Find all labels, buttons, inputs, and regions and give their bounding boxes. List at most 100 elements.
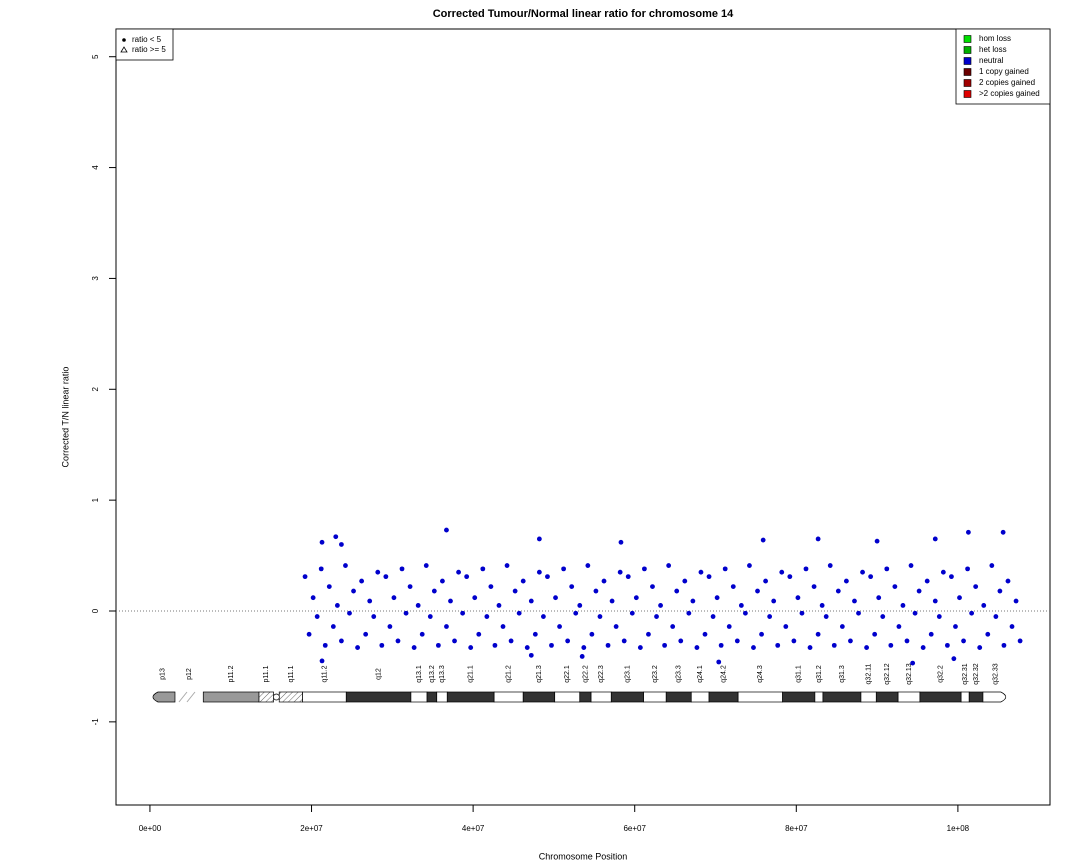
band-label: q22.1 — [564, 665, 571, 683]
centromere — [273, 693, 280, 701]
data-point — [843, 578, 849, 584]
x-axis-label: Chromosome Position — [539, 851, 628, 861]
band-label: q23.3 — [676, 665, 683, 683]
data-point — [738, 603, 744, 608]
legend-marker — [120, 46, 128, 53]
data-point — [577, 603, 583, 608]
legend-label: 1 copy gained — [979, 67, 1029, 76]
data-point — [706, 574, 712, 580]
data-point — [415, 603, 421, 608]
x-tick-label: 2e+07 — [300, 824, 323, 833]
data-point — [864, 645, 869, 650]
data-point — [306, 631, 312, 637]
ideogram-band — [860, 691, 877, 703]
legend-swatch — [963, 46, 972, 54]
legend-swatch — [963, 35, 972, 43]
data-point — [1001, 642, 1007, 648]
data-point — [835, 588, 841, 594]
data-point — [973, 584, 979, 590]
ideogram-band — [690, 691, 710, 703]
ideogram-band — [960, 691, 970, 703]
data-point — [314, 614, 320, 619]
y-tick-label: 2 — [91, 387, 100, 392]
data-point — [399, 566, 405, 572]
data-point — [633, 595, 639, 601]
data-point — [848, 638, 853, 644]
band-label: q23.1 — [624, 665, 631, 683]
ideogram-band — [665, 691, 692, 703]
data-point — [791, 638, 797, 644]
data-point — [716, 659, 722, 665]
band-label: q31.3 — [839, 665, 846, 683]
data-point — [629, 610, 635, 616]
data-point — [920, 645, 926, 650]
stalk — [186, 691, 196, 703]
data-point — [427, 614, 433, 619]
ideogram-band — [410, 691, 428, 703]
data-point — [333, 534, 339, 540]
data-point — [726, 624, 732, 629]
data-point — [520, 578, 526, 584]
y-tick-label: 1 — [91, 497, 100, 502]
data-point — [985, 631, 991, 637]
legend-swatch — [963, 68, 972, 76]
band-label: p12 — [186, 668, 193, 680]
data-point — [702, 631, 708, 637]
data-point — [579, 654, 585, 659]
data-point — [359, 578, 365, 584]
band-label: q13.1 — [416, 665, 423, 683]
data-point — [654, 614, 659, 619]
data-point — [593, 588, 599, 594]
data-point — [379, 642, 385, 648]
data-point — [868, 574, 874, 580]
data-point — [957, 595, 962, 601]
data-point — [528, 598, 534, 604]
data-point — [951, 656, 957, 662]
data-point — [670, 624, 676, 629]
x-tick-label: 0e+00 — [139, 824, 162, 833]
data-point — [1013, 598, 1019, 604]
data-point — [900, 603, 906, 608]
band-label: p11.2 — [228, 665, 235, 682]
data-point — [730, 584, 736, 590]
data-point — [448, 598, 453, 604]
data-point — [932, 536, 938, 542]
band-label: q32.32 — [973, 663, 980, 685]
ideogram-band — [897, 691, 921, 703]
ideogram-band — [446, 691, 495, 703]
x-tick-label: 8e+07 — [785, 824, 808, 833]
band-label: q32.33 — [993, 663, 1000, 685]
ideogram-band — [493, 691, 524, 703]
data-point — [953, 624, 958, 629]
data-point — [492, 642, 498, 648]
data-point — [423, 563, 429, 568]
data-point — [1005, 578, 1011, 584]
y-tick-label: 3 — [91, 276, 100, 281]
data-point — [565, 638, 571, 644]
data-point — [339, 542, 344, 547]
data-point — [771, 598, 777, 604]
ideogram-band — [610, 691, 644, 703]
ideogram-band — [708, 691, 739, 703]
data-point — [585, 563, 591, 568]
stalk — [178, 691, 188, 703]
legend-label: ratio >= 5 — [132, 45, 166, 54]
data-point — [763, 578, 768, 584]
data-point — [484, 614, 490, 619]
x-tick-label: 6e+07 — [623, 824, 646, 833]
legend-label: >2 copies gained — [979, 89, 1040, 98]
band-label: q31.2 — [816, 665, 823, 683]
ideogram-band — [278, 691, 303, 703]
ideogram-band — [152, 691, 176, 703]
data-point — [440, 578, 445, 584]
x-tick-label: 4e+07 — [462, 824, 485, 833]
data-point — [734, 638, 740, 644]
data-point — [431, 588, 437, 594]
data-point — [391, 595, 397, 601]
data-point — [755, 588, 760, 594]
data-point — [395, 638, 401, 644]
data-point — [872, 631, 878, 637]
data-point — [326, 584, 332, 590]
ideogram-band — [814, 691, 824, 703]
